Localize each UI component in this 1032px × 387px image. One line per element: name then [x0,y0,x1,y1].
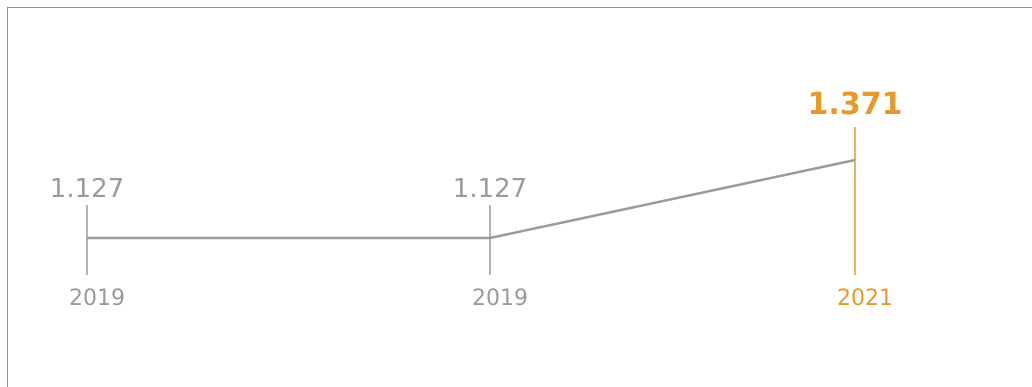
guide-lines [86,127,856,275]
value-label-0: 1.127 [50,174,124,204]
series-line [87,158,856,240]
value-label-1: 1.127 [453,174,527,204]
value-labels: 1.127 1.127 1.371 [50,87,903,204]
year-label-2: 2021 [837,286,893,311]
value-label-2: 1.371 [808,87,903,122]
year-label-1: 2019 [472,286,528,311]
line-chart: 1.127 1.127 1.371 2019 2019 2021 [50,87,903,311]
year-labels: 2019 2019 2021 [69,286,893,311]
year-label-0: 2019 [69,286,125,311]
chart-frame [7,7,1032,387]
